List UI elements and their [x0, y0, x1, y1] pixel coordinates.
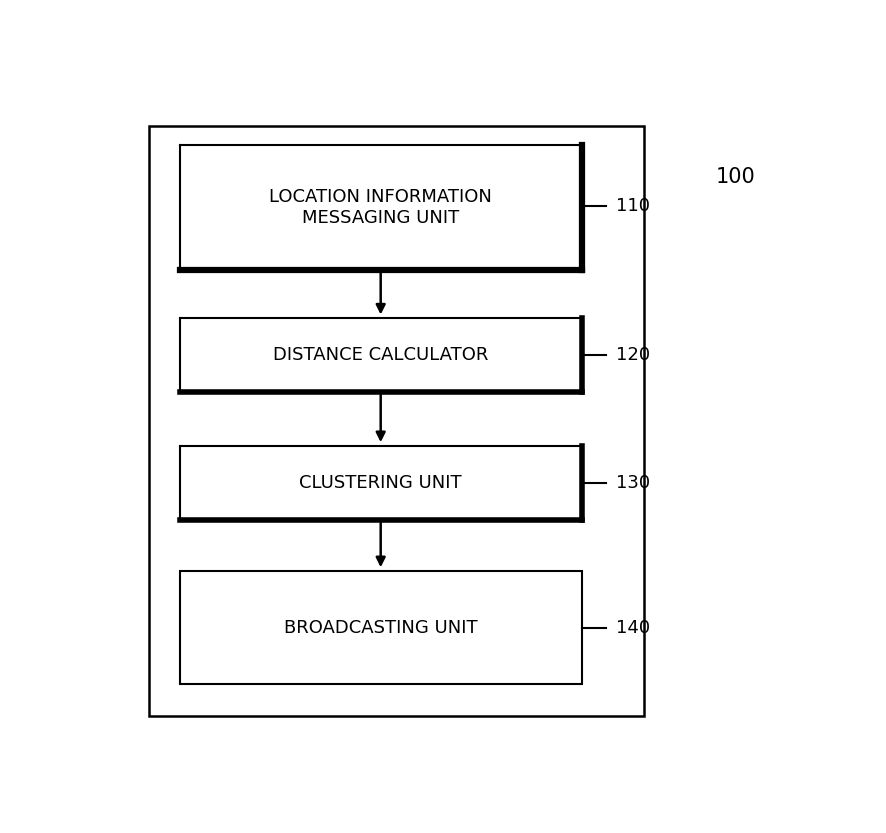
Text: BROADCASTING UNIT: BROADCASTING UNIT [284, 619, 477, 636]
Text: 140: 140 [616, 619, 649, 636]
Bar [179, 571, 581, 684]
Text: 130: 130 [616, 474, 649, 492]
Text: CLUSTERING UNIT: CLUSTERING UNIT [299, 474, 462, 492]
Bar [179, 145, 581, 270]
Text: 110: 110 [616, 197, 649, 215]
Bar [179, 446, 581, 520]
Text: DISTANCE CALCULATOR: DISTANCE CALCULATOR [273, 346, 488, 364]
Bar [179, 571, 581, 684]
Text: LOCATION INFORMATION
MESSAGING UNIT: LOCATION INFORMATION MESSAGING UNIT [269, 188, 492, 227]
Text: 120: 120 [616, 346, 649, 364]
Text: 100: 100 [715, 167, 755, 187]
Bar [149, 126, 643, 716]
Bar [179, 318, 581, 392]
